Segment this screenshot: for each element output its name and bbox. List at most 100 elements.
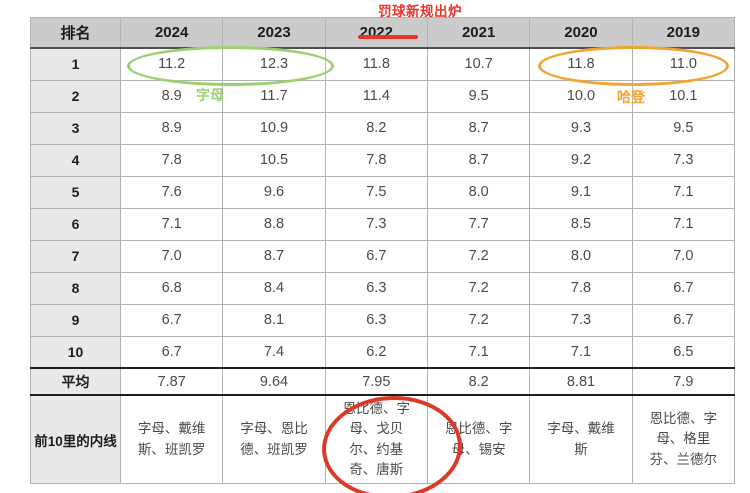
rank-cell: 9: [30, 303, 121, 337]
table-row: 2 8.9 11.7 11.4 9.5 10.0 10.1: [30, 79, 736, 113]
table-row: 8 6.8 8.4 6.3 7.2 7.8 6.7: [30, 271, 736, 305]
stat-cell: 6.7: [631, 271, 736, 305]
average-cell: 8.2: [426, 367, 531, 396]
stat-cell: 7.3: [631, 143, 736, 177]
average-cell: 7.9: [631, 367, 736, 396]
stat-cell: 6.3: [324, 303, 428, 337]
header-row: 排名 2024 2023 2022 2021 2020 2019: [30, 17, 736, 49]
harden-label: 哈登: [617, 89, 645, 105]
stat-cell: 7.5: [324, 175, 428, 209]
stat-cell: 8.1: [222, 303, 326, 337]
stat-cell: 7.7: [426, 207, 531, 241]
rank-cell: 7: [30, 239, 121, 273]
stat-cell: 8.9: [119, 79, 224, 113]
stat-cell: 8.5: [529, 207, 633, 241]
stat-cell: 6.3: [324, 271, 428, 305]
average-cell: 9.64: [222, 367, 326, 396]
insiders-row: 前10里的内线 字母、戴维斯、班凯罗 字母、恩比德、班凯罗 恩比德、字母、戈贝尔…: [30, 394, 736, 484]
table-row: 4 7.8 10.5 7.8 8.7 9.2 7.3: [30, 143, 736, 177]
col-header-2019: 2019: [631, 17, 736, 49]
stat-cell: 7.8: [529, 271, 633, 305]
insiders-label-cell: 前10里的内线: [30, 394, 121, 484]
rank-cell: 4: [30, 143, 121, 177]
stat-cell: 10.5: [222, 143, 326, 177]
green-circle-annotation: [127, 46, 334, 86]
table-row: 5 7.6 9.6 7.5 8.0 9.1 7.1: [30, 175, 736, 209]
stat-cell: 7.3: [324, 207, 428, 241]
insiders-cell: 字母、戴维斯、班凯罗: [119, 394, 224, 484]
rank-cell: 3: [30, 111, 121, 145]
col-header-2021: 2021: [426, 17, 531, 49]
rank-cell: 8: [30, 271, 121, 305]
stat-cell: 11.8: [324, 47, 428, 81]
stat-cell: 6.7: [631, 303, 736, 337]
stat-cell: 7.4: [222, 335, 326, 369]
rank-cell: 6: [30, 207, 121, 241]
average-cell: 7.95: [324, 367, 428, 396]
insiders-cell: 恩比德、字母、锡安: [426, 394, 531, 484]
stat-cell: 7.0: [631, 239, 736, 273]
table-row: 6 7.1 8.8 7.3 7.7 8.5 7.1: [30, 207, 736, 241]
stat-cell: 7.2: [426, 303, 531, 337]
insiders-cell: 字母、恩比德、班凯罗: [222, 394, 326, 484]
stat-cell: 11.4: [324, 79, 428, 113]
stat-cell: 8.2: [324, 111, 428, 145]
stat-cell: 7.1: [426, 335, 531, 369]
year-2022-underline: [358, 35, 418, 39]
stat-cell: 9.2: [529, 143, 633, 177]
table-row: 3 8.9 10.9 8.2 8.7 9.3 9.5: [30, 111, 736, 145]
col-header-2023: 2023: [222, 17, 326, 49]
stat-cell: 8.8: [222, 207, 326, 241]
stat-cell: 7.1: [119, 207, 224, 241]
col-header-2020: 2020: [529, 17, 633, 49]
stat-cell: 6.5: [631, 335, 736, 369]
stat-cell: 6.2: [324, 335, 428, 369]
table-row: 10 6.7 7.4 6.2 7.1 7.1 6.5: [30, 335, 736, 369]
stat-cell: 7.2: [426, 239, 531, 273]
stat-cell: 10.9: [222, 111, 326, 145]
stat-cell: 8.7: [222, 239, 326, 273]
stat-cell: 6.7: [324, 239, 428, 273]
stat-cell: 7.3: [529, 303, 633, 337]
stat-cell: 7.8: [324, 143, 428, 177]
stat-cell: 7.8: [119, 143, 224, 177]
stat-cell: 9.1: [529, 175, 633, 209]
table-row: 7 7.0 8.7 6.7 7.2 8.0 7.0: [30, 239, 736, 273]
stat-cell: 9.5: [631, 111, 736, 145]
stat-cell: 6.7: [119, 335, 224, 369]
stat-cell: 8.7: [426, 143, 531, 177]
col-header-2024: 2024: [119, 17, 224, 49]
rank-cell: 2: [30, 79, 121, 113]
stat-cell: 8.0: [426, 175, 531, 209]
rank-cell: 10: [30, 335, 121, 369]
stat-cell: 7.6: [119, 175, 224, 209]
rank-cell: 5: [30, 175, 121, 209]
giannis-label: 字母: [196, 87, 224, 103]
stat-cell: 8.7: [426, 111, 531, 145]
stat-cell: 9.3: [529, 111, 633, 145]
stat-cell: 8.9: [119, 111, 224, 145]
stat-cell: 7.1: [631, 175, 736, 209]
rank-cell: 1: [30, 47, 121, 81]
insiders-cell: 恩比德、字母、格里芬、兰德尔: [631, 394, 736, 484]
stat-cell: 8.0: [529, 239, 633, 273]
table-row: 9 6.7 8.1 6.3 7.2 7.3 6.7: [30, 303, 736, 337]
stat-cell: 6.7: [119, 303, 224, 337]
stat-cell: 10.7: [426, 47, 531, 81]
average-label-cell: 平均: [30, 367, 121, 396]
stat-cell: 7.1: [631, 207, 736, 241]
stat-cell: 7.1: [529, 335, 633, 369]
average-cell: 8.81: [529, 367, 633, 396]
stat-cell: 6.8: [119, 271, 224, 305]
col-header-2022: 2022: [324, 17, 428, 49]
stat-cell: 9.5: [426, 79, 531, 113]
average-row: 平均 7.87 9.64 7.95 8.2 8.81 7.9: [30, 367, 736, 396]
stat-cell: 9.6: [222, 175, 326, 209]
stat-cell: 7.2: [426, 271, 531, 305]
free-throw-rule-title: 罚球新规出炉: [378, 4, 462, 19]
orange-circle-annotation: [538, 46, 729, 86]
stat-cell: 8.4: [222, 271, 326, 305]
insiders-cell: 字母、戴维斯: [529, 394, 633, 484]
col-header-rank: 排名: [30, 17, 121, 49]
